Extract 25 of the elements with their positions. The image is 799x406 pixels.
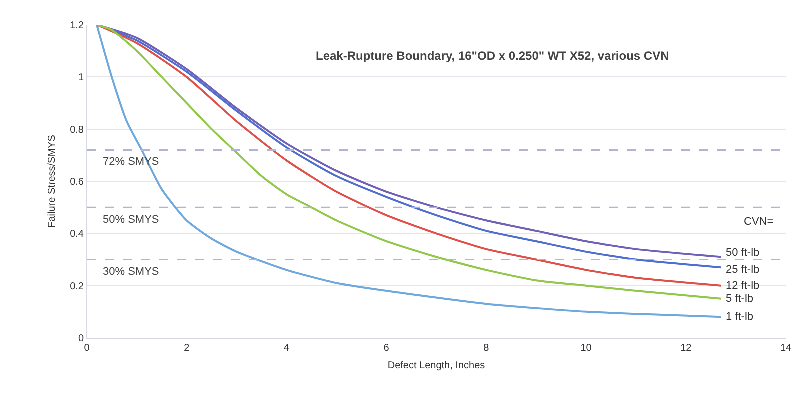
series-label: 12 ft-lb xyxy=(726,280,760,292)
x-axis-title: Defect Length, Inches xyxy=(388,360,486,372)
series-label: 5 ft-lb xyxy=(726,293,754,305)
x-tick-label: 6 xyxy=(384,343,390,354)
x-tick-label: 8 xyxy=(484,343,490,354)
x-tick-label: 12 xyxy=(680,343,692,354)
ref-line-label: 30% SMYS xyxy=(103,266,160,278)
text: Leak-Rupture Boundary, 16"OD x 0.250" WT X52, various CVN xyxy=(316,49,670,63)
y-tick-label: 1.2 xyxy=(70,20,84,32)
series-label: 25 ft-lb xyxy=(726,264,760,276)
y-tick-label: 0.2 xyxy=(70,281,84,292)
y-tick-label: 0.4 xyxy=(70,229,84,240)
series-label: 1 ft-lb xyxy=(726,311,754,323)
ref-line-label: 50% SMYS xyxy=(103,214,160,226)
x-tick-label: 10 xyxy=(580,343,592,354)
y-tick-label: 1 xyxy=(78,72,84,84)
y-axis-title: Failure Stress/SMYS xyxy=(47,134,58,228)
x-tick-label: 14 xyxy=(780,343,792,354)
x-tick-label: 4 xyxy=(284,343,290,354)
y-tick-label: 0.6 xyxy=(70,177,84,188)
x-tick-label: 2 xyxy=(184,343,190,354)
series-label: 50 ft-lb xyxy=(726,247,760,259)
y-tick-label: 0.8 xyxy=(70,124,84,136)
annotation: CVN= xyxy=(744,216,774,228)
y-tick-label: 0 xyxy=(78,334,84,344)
